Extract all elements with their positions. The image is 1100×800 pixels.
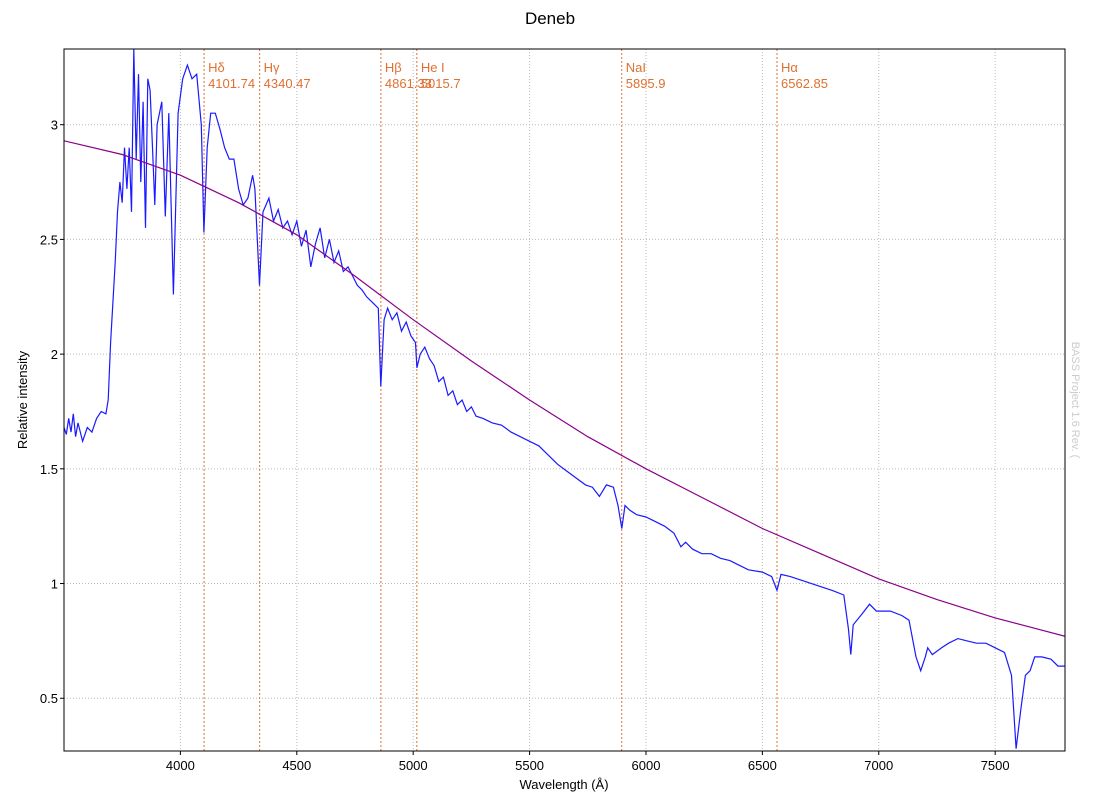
spectral-line-name: Hα [781, 60, 798, 75]
spectral-line-name: Hγ [264, 60, 280, 75]
series [64, 140, 1065, 637]
x-axis-label: Wavelength (Å) [519, 777, 608, 792]
spectral-line-wavelength: 4340.47 [264, 76, 311, 91]
y-tick-label: 2 [51, 347, 58, 362]
spectral-line-name: NaI [626, 60, 646, 75]
plot-frame [63, 48, 1066, 752]
spectral-line-wavelength: 5015.7 [421, 76, 461, 91]
y-tick-label: 1 [51, 577, 58, 592]
x-tick-label: 6500 [748, 758, 777, 773]
x-tick-label: 5000 [399, 758, 428, 773]
series-line [64, 140, 1065, 637]
spectral-line-wavelength: 5895.9 [626, 76, 666, 91]
chart-title: Deneb [525, 9, 575, 28]
spectral-line-name: Hδ [208, 60, 225, 75]
spectral-line-name: He I [421, 60, 445, 75]
x-tick-label: 4500 [282, 758, 311, 773]
spectral-line-wavelength: 4101.74 [208, 76, 255, 91]
x-tick-label: 7000 [864, 758, 893, 773]
x-tick-label: 7500 [981, 758, 1010, 773]
x-tick-label: 5500 [515, 758, 544, 773]
plot-area: 4000 4500 5000 5500 6000 6500 7000 7500 0.5 1 1.5 2… [40, 49, 1065, 773]
watermark: BASS Project 1.6 Rev. ( [1069, 342, 1081, 459]
spectral-line-name: Hβ [385, 60, 402, 75]
x-tick-label: 4000 [166, 758, 195, 773]
x-tick-label: 6000 [632, 758, 661, 773]
y-tick-label: 3 [51, 118, 58, 133]
y-tick-label: 0.5 [40, 691, 58, 706]
spectral-line-wavelength: 4861.33 [385, 76, 432, 91]
y-axis-label: Relative intensity [15, 350, 30, 449]
y-tick-label: 2.5 [40, 232, 58, 247]
series-line [64, 49, 1065, 749]
series [64, 49, 1065, 749]
spectral-line-wavelength: 6562.85 [781, 76, 828, 91]
y-tick-label: 1.5 [40, 462, 58, 477]
